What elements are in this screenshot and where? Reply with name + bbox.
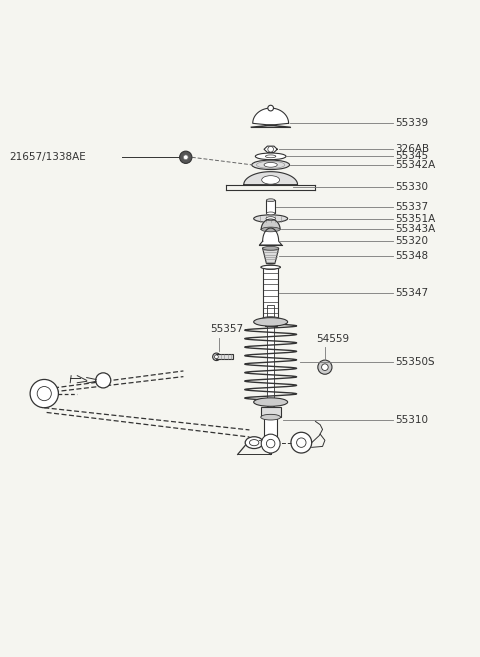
Text: 55351A: 55351A xyxy=(396,214,436,223)
Ellipse shape xyxy=(266,212,275,215)
Ellipse shape xyxy=(261,227,280,232)
Ellipse shape xyxy=(263,265,278,269)
Polygon shape xyxy=(251,108,290,127)
Ellipse shape xyxy=(266,199,275,202)
Text: 55337: 55337 xyxy=(396,202,429,212)
Ellipse shape xyxy=(262,175,280,184)
Circle shape xyxy=(37,386,51,401)
Text: 55350S: 55350S xyxy=(396,357,435,367)
Ellipse shape xyxy=(261,415,281,420)
Polygon shape xyxy=(259,228,282,245)
Bar xyxy=(216,354,233,359)
Text: 326AB: 326AB xyxy=(396,145,430,154)
Ellipse shape xyxy=(262,317,280,321)
Text: 55348: 55348 xyxy=(396,251,429,261)
Circle shape xyxy=(291,432,312,453)
Bar xyxy=(264,319,276,326)
Text: 54559: 54559 xyxy=(316,334,349,344)
Ellipse shape xyxy=(266,217,276,221)
Text: 55320: 55320 xyxy=(396,237,429,246)
Circle shape xyxy=(261,434,280,453)
Polygon shape xyxy=(261,219,280,229)
Circle shape xyxy=(30,380,59,408)
Ellipse shape xyxy=(250,440,259,445)
Circle shape xyxy=(322,364,328,371)
Bar xyxy=(263,267,278,319)
Text: 21657/1338AE: 21657/1338AE xyxy=(9,152,85,162)
Ellipse shape xyxy=(253,317,288,326)
Bar xyxy=(268,403,274,435)
Text: 55347: 55347 xyxy=(396,288,429,298)
Text: 55343A: 55343A xyxy=(396,225,436,235)
Circle shape xyxy=(180,151,192,164)
Bar xyxy=(267,305,274,409)
Ellipse shape xyxy=(215,355,218,359)
Text: 55310: 55310 xyxy=(396,415,429,426)
Circle shape xyxy=(268,147,274,152)
Circle shape xyxy=(318,360,332,374)
Bar xyxy=(264,417,277,440)
Ellipse shape xyxy=(252,160,289,170)
Ellipse shape xyxy=(264,162,277,167)
Circle shape xyxy=(268,105,274,111)
Ellipse shape xyxy=(253,215,288,222)
Polygon shape xyxy=(263,248,279,263)
Circle shape xyxy=(266,440,275,448)
Ellipse shape xyxy=(213,353,220,361)
Ellipse shape xyxy=(261,265,280,269)
Ellipse shape xyxy=(253,398,288,406)
Ellipse shape xyxy=(265,155,276,158)
Ellipse shape xyxy=(263,246,279,250)
Circle shape xyxy=(96,373,111,388)
Bar xyxy=(266,200,275,214)
Text: 55339: 55339 xyxy=(396,118,429,128)
Text: 55330: 55330 xyxy=(396,182,429,192)
Circle shape xyxy=(297,438,306,447)
Ellipse shape xyxy=(245,437,263,449)
Text: 55342A: 55342A xyxy=(396,160,436,170)
Polygon shape xyxy=(244,171,298,185)
Polygon shape xyxy=(264,146,277,152)
Text: 55345: 55345 xyxy=(396,151,429,162)
Bar xyxy=(261,407,281,417)
Text: 55357: 55357 xyxy=(210,324,243,334)
Ellipse shape xyxy=(255,153,286,160)
Circle shape xyxy=(183,155,188,160)
